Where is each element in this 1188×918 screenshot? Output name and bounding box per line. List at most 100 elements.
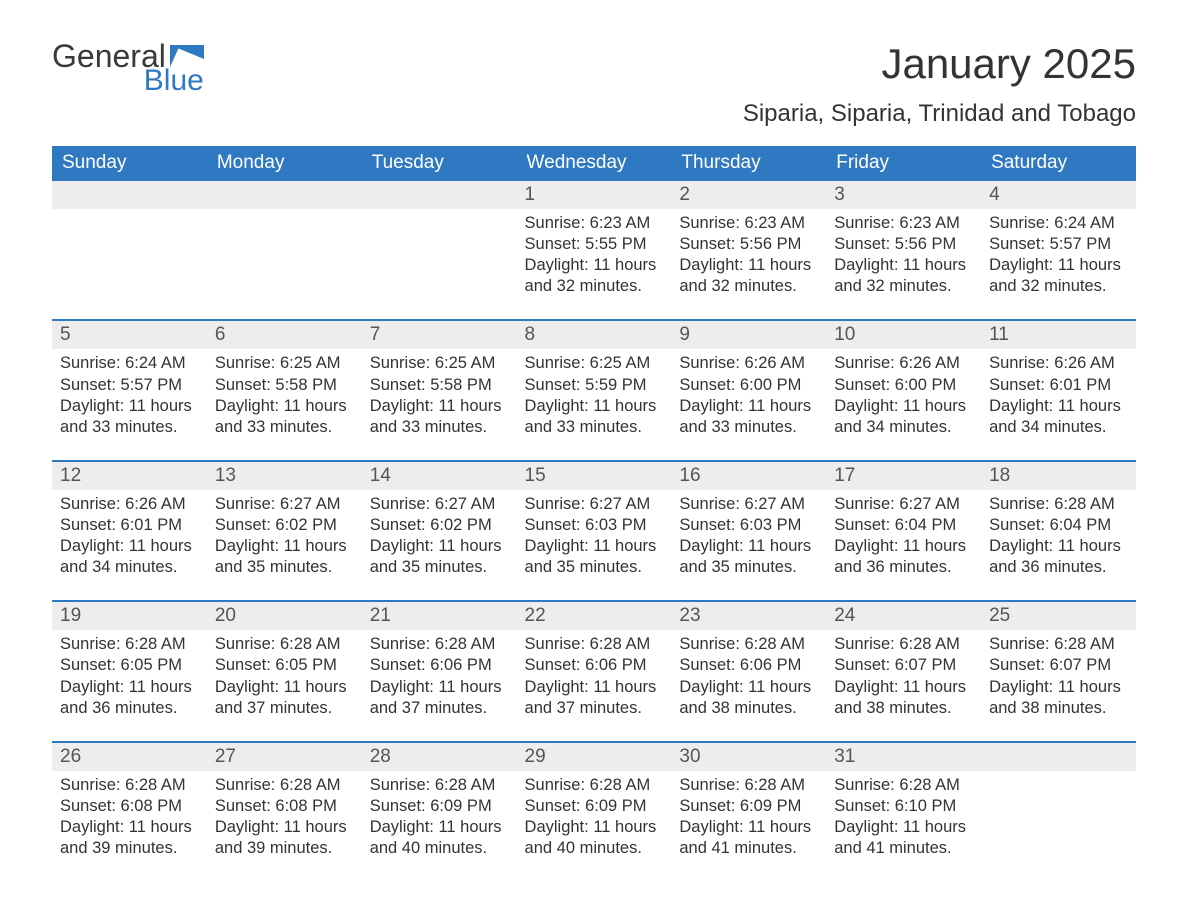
sunset-line-value: 6:07 PM — [1050, 656, 1111, 674]
daylight-line: Daylight: 11 hours and 40 minutes. — [370, 817, 509, 859]
day-number-cell: 21 — [362, 601, 517, 630]
day-cell: Sunrise: 6:26 AMSunset: 6:00 PMDaylight:… — [826, 349, 981, 460]
col-monday: Monday — [207, 146, 362, 181]
sunrise-line-value: 6:28 AM — [899, 635, 960, 653]
day-number: 8 — [525, 324, 536, 345]
daylight-line-label: Daylight: — [60, 537, 129, 555]
sunset-line: Sunset: 6:04 PM — [834, 515, 973, 536]
day-number: 25 — [989, 605, 1010, 626]
sunset-line: Sunset: 5:56 PM — [679, 234, 818, 255]
day-cell — [981, 771, 1136, 865]
col-tuesday: Tuesday — [362, 146, 517, 181]
sunset-line-label: Sunset: — [834, 656, 895, 674]
day-cell: Sunrise: 6:24 AMSunset: 5:57 PMDaylight:… — [981, 209, 1136, 320]
daylight-line-label: Daylight: — [834, 818, 903, 836]
sunset-line-label: Sunset: — [679, 376, 740, 394]
sunrise-line-value: 6:23 AM — [745, 214, 806, 232]
sunrise-line-value: 6:28 AM — [1054, 635, 1115, 653]
sunset-line-value: 6:03 PM — [740, 516, 801, 534]
day-number-cell: 15 — [517, 461, 672, 490]
daylight-line-label: Daylight: — [679, 397, 748, 415]
daylight-line-label: Daylight: — [679, 678, 748, 696]
sunset-line-label: Sunset: — [370, 376, 431, 394]
sunset-line-label: Sunset: — [989, 235, 1050, 253]
sunrise-line-label: Sunrise: — [60, 354, 125, 372]
day-number: 30 — [679, 746, 700, 767]
daylight-line-label: Daylight: — [525, 256, 594, 274]
day-cell: Sunrise: 6:28 AMSunset: 6:08 PMDaylight:… — [207, 771, 362, 865]
sunrise-line-label: Sunrise: — [370, 776, 435, 794]
daylight-line: Daylight: 11 hours and 40 minutes. — [525, 817, 664, 859]
sunrise-line-label: Sunrise: — [370, 635, 435, 653]
day-number: 4 — [989, 184, 1000, 205]
sunrise-line: Sunrise: 6:28 AM — [215, 775, 354, 796]
daylight-line: Daylight: 11 hours and 41 minutes. — [834, 817, 973, 859]
daylight-line: Daylight: 11 hours and 33 minutes. — [525, 396, 664, 438]
daylight-line: Daylight: 11 hours and 32 minutes. — [525, 255, 664, 297]
sunrise-line: Sunrise: 6:26 AM — [60, 494, 199, 515]
daylight-line: Daylight: 11 hours and 35 minutes. — [370, 536, 509, 578]
daylight-line-label: Daylight: — [370, 678, 439, 696]
sunset-line-value: 6:08 PM — [275, 797, 336, 815]
sunrise-line: Sunrise: 6:28 AM — [60, 775, 199, 796]
sunrise-line-label: Sunrise: — [215, 776, 280, 794]
sunset-line-value: 5:58 PM — [275, 376, 336, 394]
day-body-row: Sunrise: 6:24 AMSunset: 5:57 PMDaylight:… — [52, 349, 1136, 460]
day-number-cell: 28 — [362, 742, 517, 771]
day-cell: Sunrise: 6:27 AMSunset: 6:03 PMDaylight:… — [671, 490, 826, 601]
sunrise-line-value: 6:27 AM — [899, 495, 960, 513]
day-cell: Sunrise: 6:28 AMSunset: 6:09 PMDaylight:… — [362, 771, 517, 865]
sunrise-line-label: Sunrise: — [525, 776, 590, 794]
day-number: 27 — [215, 746, 236, 767]
sunset-line-value: 6:06 PM — [585, 656, 646, 674]
sunrise-line-label: Sunrise: — [60, 495, 125, 513]
sunset-line-value: 6:06 PM — [740, 656, 801, 674]
sunset-line-label: Sunset: — [834, 516, 895, 534]
calendar-table: Sunday Monday Tuesday Wednesday Thursday… — [52, 146, 1136, 865]
sunrise-line: Sunrise: 6:27 AM — [679, 494, 818, 515]
sunrise-line: Sunrise: 6:28 AM — [834, 634, 973, 655]
sunset-line-label: Sunset: — [60, 797, 121, 815]
sunset-line: Sunset: 6:09 PM — [525, 796, 664, 817]
sunset-line-label: Sunset: — [215, 656, 276, 674]
sunrise-line-label: Sunrise: — [60, 776, 125, 794]
sunset-line: Sunset: 6:00 PM — [679, 375, 818, 396]
day-number: 24 — [834, 605, 855, 626]
location-subtitle: Siparia, Siparia, Trinidad and Tobago — [743, 100, 1136, 128]
day-number-cell: 20 — [207, 601, 362, 630]
day-number-cell: 22 — [517, 601, 672, 630]
sunrise-line-value: 6:28 AM — [1054, 495, 1115, 513]
sunrise-line: Sunrise: 6:28 AM — [215, 634, 354, 655]
sunrise-line-label: Sunrise: — [60, 635, 125, 653]
sunset-line: Sunset: 6:10 PM — [834, 796, 973, 817]
day-number: 9 — [679, 324, 690, 345]
daylight-line-label: Daylight: — [215, 537, 284, 555]
day-cell: Sunrise: 6:23 AMSunset: 5:56 PMDaylight:… — [671, 209, 826, 320]
sunset-line-label: Sunset: — [215, 797, 276, 815]
daylight-line: Daylight: 11 hours and 36 minutes. — [989, 536, 1128, 578]
sunset-line-label: Sunset: — [679, 516, 740, 534]
day-number-cell: 30 — [671, 742, 826, 771]
sunset-line: Sunset: 6:00 PM — [834, 375, 973, 396]
sunrise-line-label: Sunrise: — [834, 495, 899, 513]
daylight-line-label: Daylight: — [679, 256, 748, 274]
col-saturday: Saturday — [981, 146, 1136, 181]
sunrise-line-value: 6:28 AM — [435, 776, 496, 794]
sunrise-line: Sunrise: 6:28 AM — [60, 634, 199, 655]
daylight-line: Daylight: 11 hours and 32 minutes. — [834, 255, 973, 297]
sunset-line-value: 6:01 PM — [121, 516, 182, 534]
daylight-line: Daylight: 11 hours and 37 minutes. — [370, 677, 509, 719]
day-cell: Sunrise: 6:28 AMSunset: 6:09 PMDaylight:… — [671, 771, 826, 865]
sunrise-line: Sunrise: 6:28 AM — [679, 634, 818, 655]
daylight-line: Daylight: 11 hours and 33 minutes. — [679, 396, 818, 438]
daylight-line: Daylight: 11 hours and 36 minutes. — [60, 677, 199, 719]
day-number: 17 — [834, 465, 855, 486]
day-number-cell: 12 — [52, 461, 207, 490]
sunrise-line: Sunrise: 6:28 AM — [370, 775, 509, 796]
day-number: 11 — [989, 324, 1009, 345]
daylight-line-label: Daylight: — [60, 818, 129, 836]
sunrise-line-value: 6:23 AM — [899, 214, 960, 232]
day-number: 7 — [370, 324, 381, 345]
day-cell — [362, 209, 517, 320]
daylight-line-label: Daylight: — [834, 678, 903, 696]
